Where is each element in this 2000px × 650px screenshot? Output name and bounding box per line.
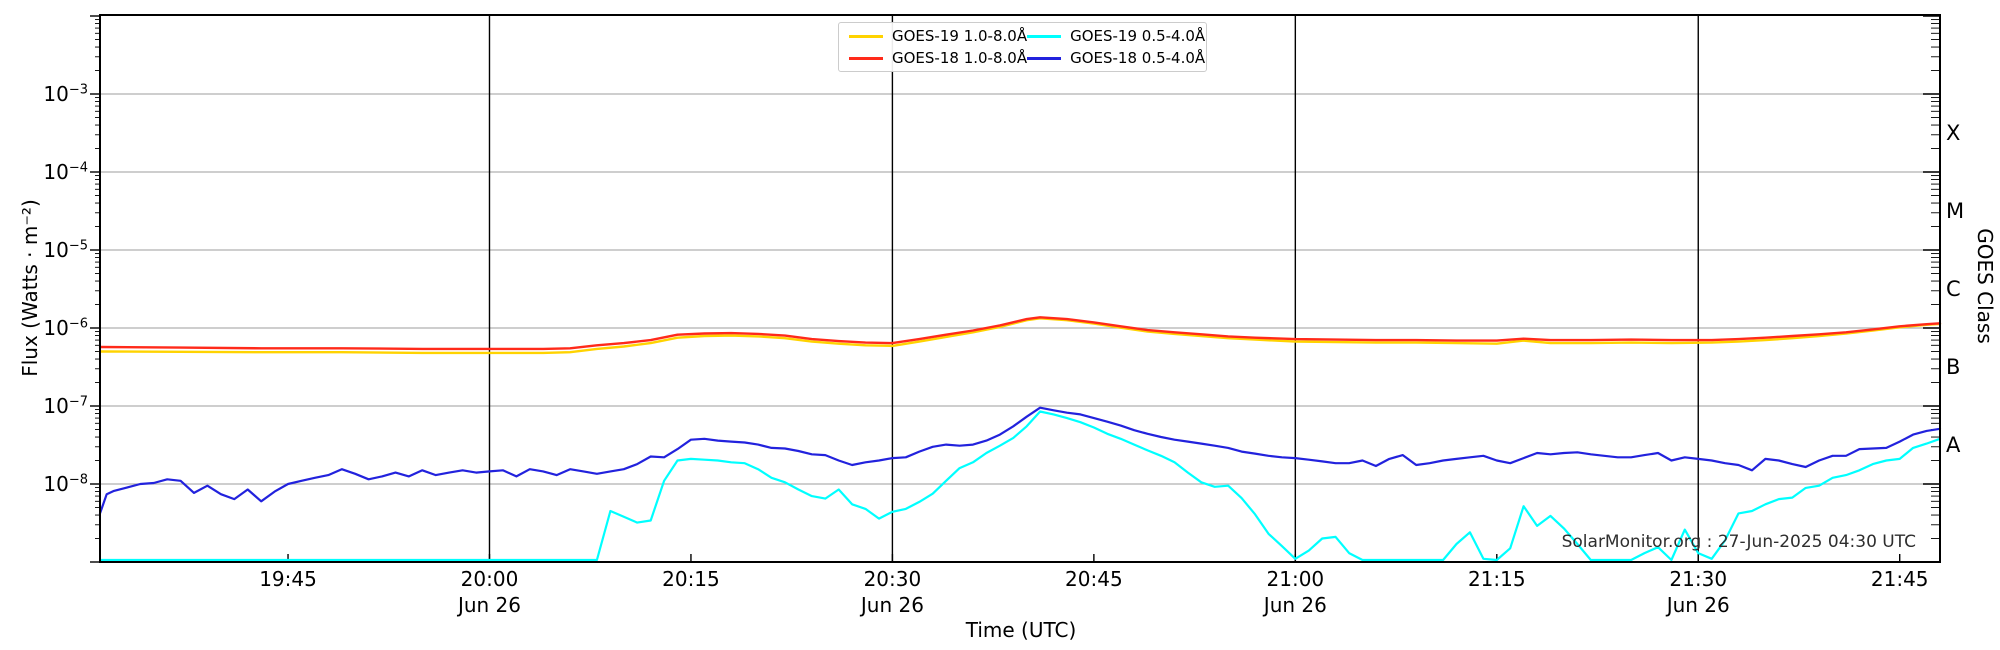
legend-label: GOES-18 1.0-8.0Å	[892, 49, 1028, 67]
x-tick-date-label: Jun 26	[457, 593, 522, 617]
x-tick-label: 20:30	[863, 567, 922, 591]
legend-line-swatch	[1027, 34, 1062, 38]
y-tick-label-1e-4: 10−4	[43, 160, 88, 184]
right-axis-label: GOES Class	[1973, 228, 1997, 344]
goes-class-letter-a: A	[1946, 433, 1961, 457]
x-tick-label: 21:15	[1467, 567, 1526, 591]
goes-class-letter-x: X	[1946, 121, 1961, 145]
goes-class-letter-m: M	[1946, 199, 1965, 223]
x-tick-label: 20:00	[460, 567, 519, 591]
legend: GOES-19 1.0-8.0Å GOES-19 0.5-4.0Å GOES-18 …	[838, 22, 1207, 72]
y-tick-label-1e-8: 10−8	[43, 472, 88, 496]
axis-ticks	[90, 15, 1940, 563]
legend-line-swatch	[849, 56, 883, 60]
series-goes-18-0-5-4-0-	[98, 406, 1942, 515]
legend-item: GOES-18 1.0-8.0Å	[849, 49, 1027, 67]
y-tick-label-1e-6: 10−6	[43, 316, 88, 340]
x-tick-label: 21:30	[1669, 567, 1728, 591]
x-tick-label: 21:00	[1266, 567, 1325, 591]
goes-class-letter-c: C	[1946, 277, 1961, 301]
watermark-text: SolarMonitor.org : 27-Jun-2025 04:30 UTC	[1561, 532, 1916, 552]
y-tick-label-1e-5: 10−5	[43, 238, 88, 262]
x-tick-label: 20:45	[1065, 567, 1123, 591]
x-tick-label: 19:45	[259, 567, 317, 591]
plot-frame	[99, 14, 1941, 563]
x-tick-date-label: Jun 26	[860, 593, 924, 617]
x-tick-date-label: Jun 26	[1263, 593, 1327, 617]
goes-class-letter-b: B	[1946, 355, 1961, 379]
legend-label: GOES-19 0.5-4.0Å	[1070, 27, 1206, 45]
x-axis-label: Time (UTC)	[965, 618, 1077, 642]
x-tick-date-label: Jun 26	[1666, 593, 1730, 617]
legend-label: GOES-18 0.5-4.0Å	[1070, 49, 1206, 67]
series-goes-19-0-5-4-0-	[98, 410, 1942, 562]
y-tick-label-1e-7: 10−7	[43, 394, 88, 418]
legend-line-swatch	[1027, 56, 1062, 60]
legend-label: GOES-19 1.0-8.0Å	[892, 27, 1028, 45]
legend-item: GOES-19 0.5-4.0Å	[1027, 27, 1205, 45]
event-gridlines	[488, 15, 1699, 562]
legend-item: GOES-19 1.0-8.0Å	[849, 27, 1027, 45]
horizontal-gridlines	[100, 93, 1940, 485]
legend-item: GOES-18 0.5-4.0Å	[1027, 49, 1205, 67]
x-tick-label: 21:45	[1870, 567, 1929, 591]
legend-line-swatch	[849, 34, 883, 38]
x-tick-label: 20:15	[662, 567, 720, 591]
y-tick-label-1e-3: 10−3	[43, 82, 88, 106]
series-goes-18-1-0-8-0-	[98, 316, 1942, 351]
y-axis-label: Flux (Watts · m⁻²)	[18, 199, 42, 377]
